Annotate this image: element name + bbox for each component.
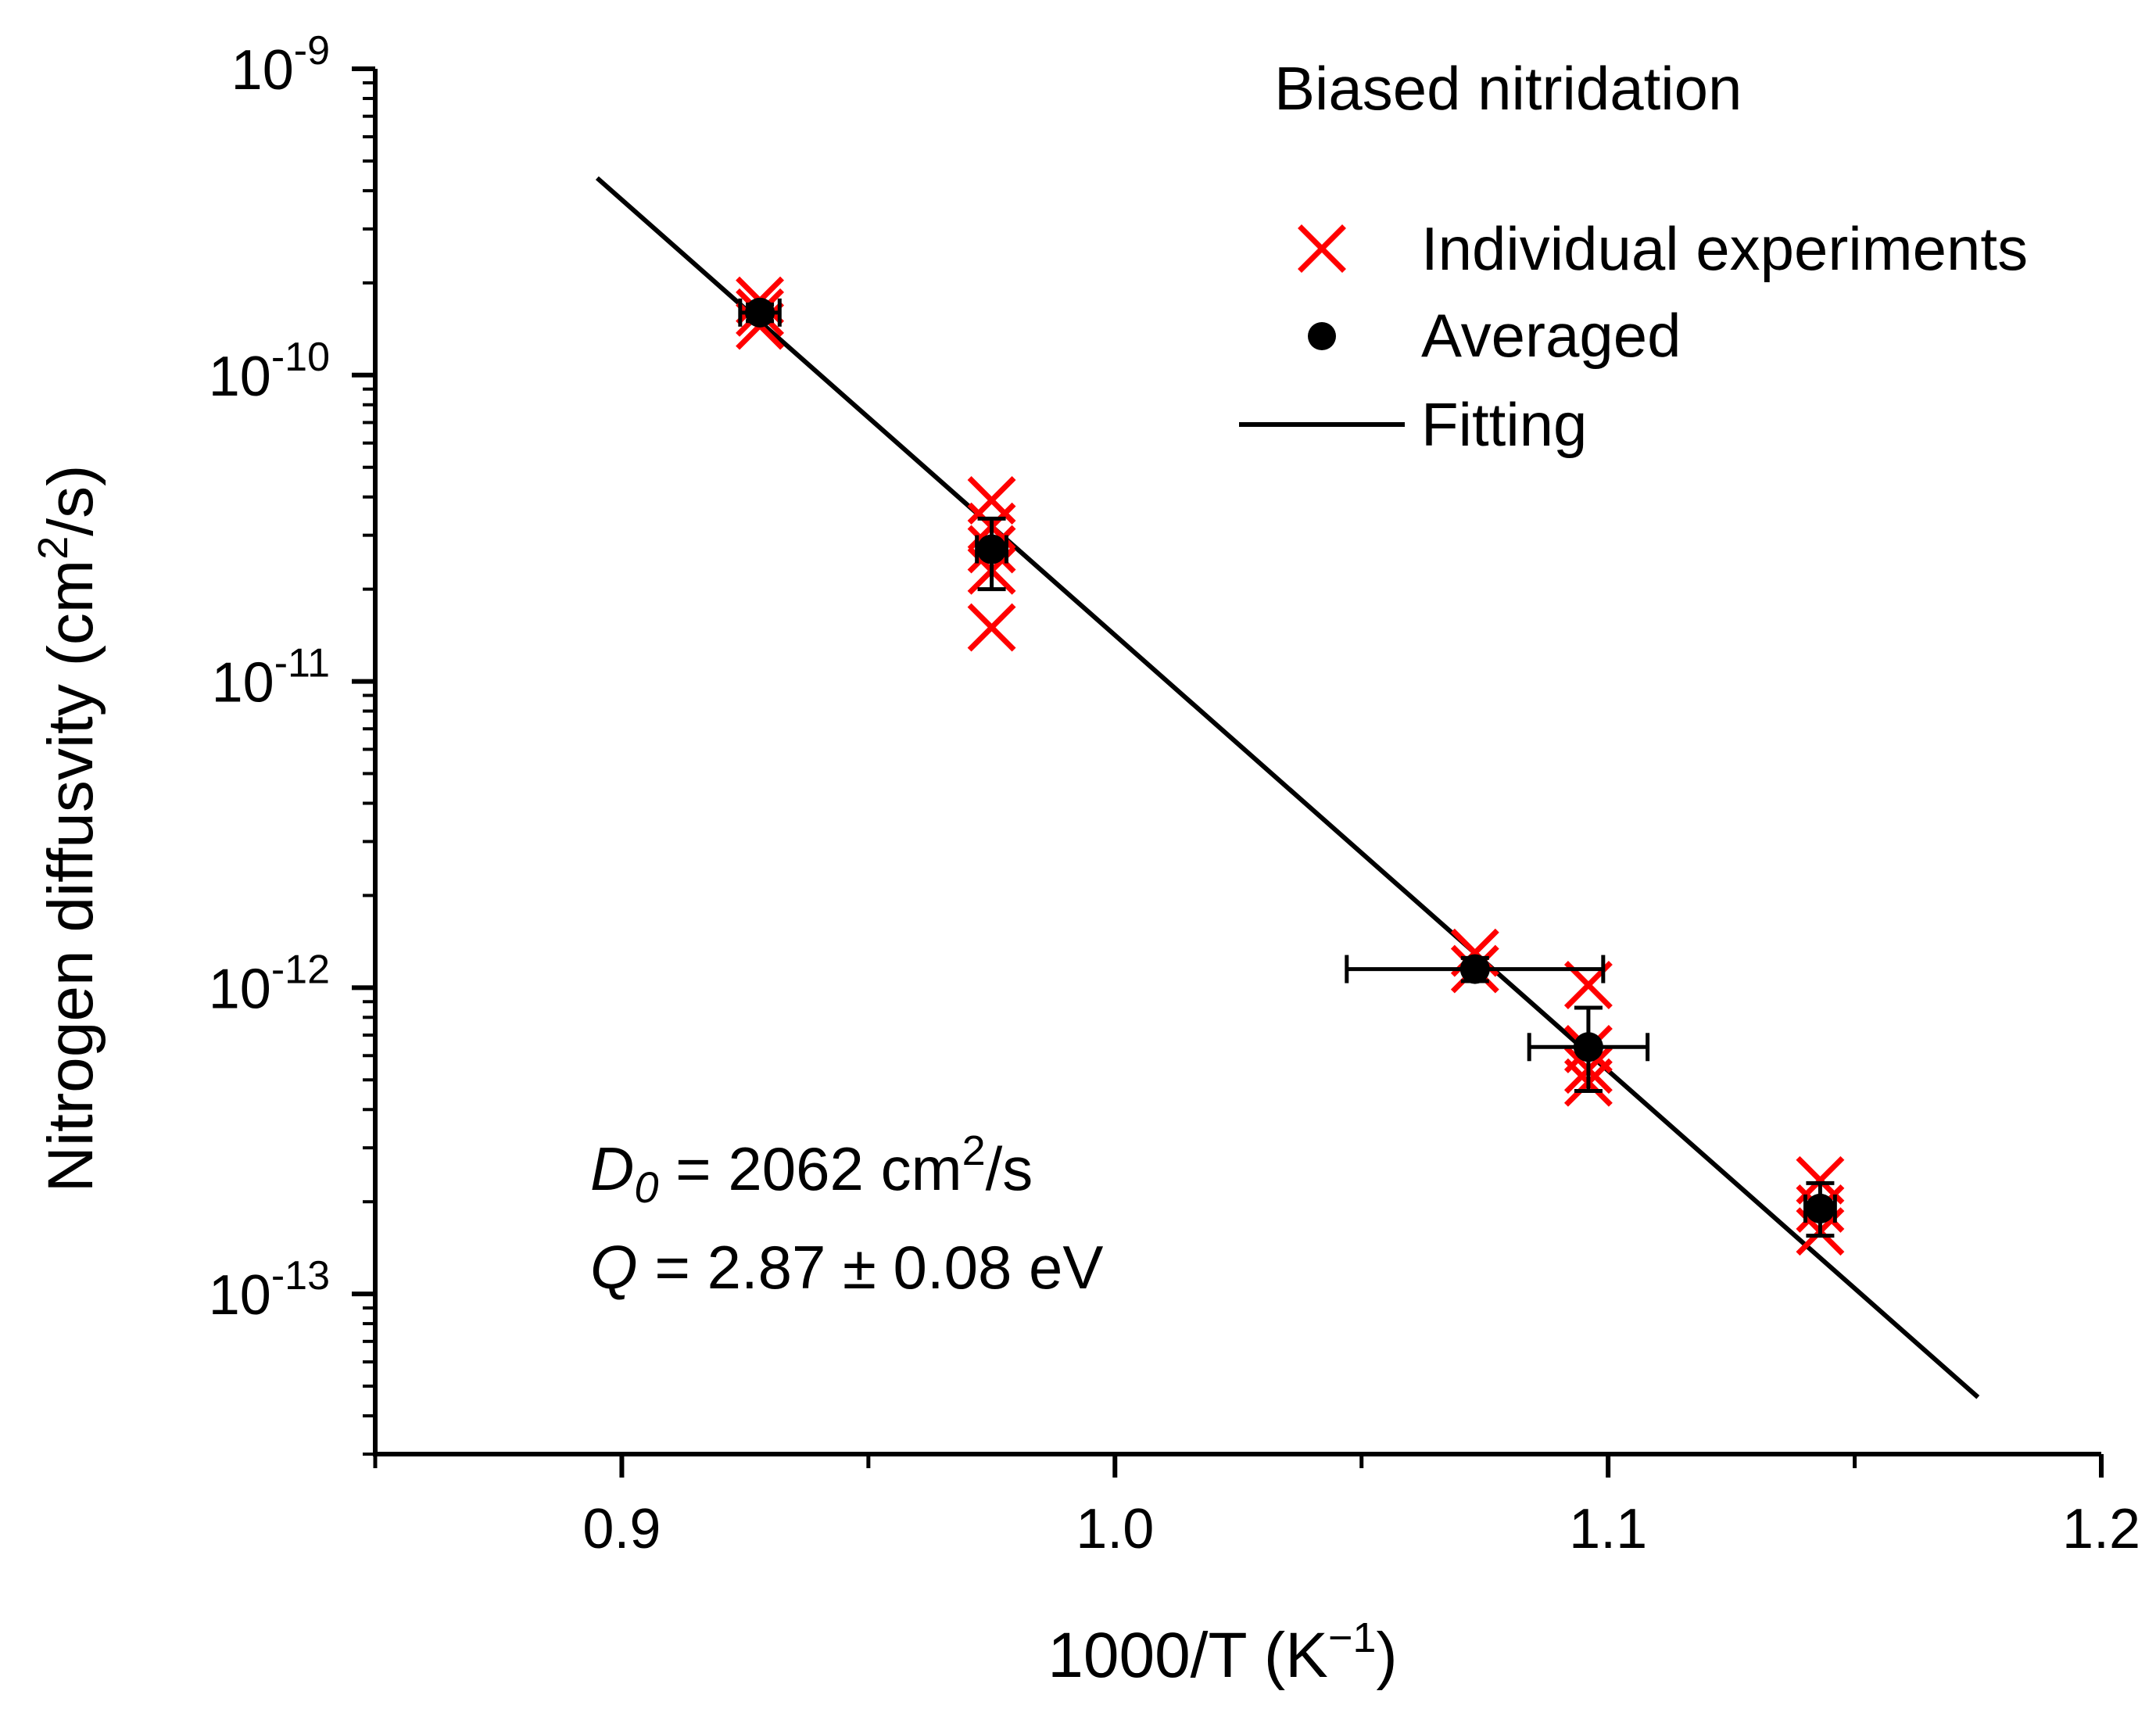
legend-label-fitting: Fitting bbox=[1421, 390, 1587, 459]
plot-frame bbox=[373, 69, 2101, 1456]
legend-title: Biased nitridation bbox=[1274, 54, 1742, 123]
y-tick-label: 10-11 bbox=[212, 641, 330, 715]
y-axis-title: Nitrogen diffusvity (cm2/s) bbox=[30, 465, 106, 1193]
fit-parameters: D0 = 2062 cm2/s Q = 2.87 ± 0.08 eV bbox=[590, 1127, 1103, 1302]
annotation-q: Q = 2.87 ± 0.08 eV bbox=[590, 1233, 1103, 1302]
legend-label-averaged: Averaged bbox=[1421, 301, 1681, 370]
experiment-point bbox=[967, 603, 1016, 652]
x-tick-label: 1.2 bbox=[2062, 1498, 2140, 1560]
x-tick-label: 1.0 bbox=[1076, 1498, 1154, 1560]
legend-x-marker-icon bbox=[1298, 224, 1346, 273]
x-tick-label: 0.9 bbox=[582, 1498, 661, 1560]
legend-label-individual: Individual experiments bbox=[1421, 214, 2028, 283]
averaged-point bbox=[976, 534, 1007, 564]
legend-circle-marker-icon bbox=[1308, 322, 1336, 350]
averaged-point bbox=[1805, 1193, 1835, 1223]
fitting-line bbox=[595, 176, 1980, 1399]
y-tick-label: 10-13 bbox=[209, 1253, 330, 1327]
averaged-point bbox=[1573, 1032, 1603, 1062]
x-tick-label: 1.1 bbox=[1569, 1498, 1647, 1560]
y-tick-label: 10-12 bbox=[209, 947, 330, 1020]
y-tick-label: 10-9 bbox=[231, 28, 330, 102]
error-bars-layer bbox=[738, 298, 1837, 1238]
x-axis-title: 1000/T (K−1) bbox=[1048, 1614, 1397, 1691]
y-tick-label: 10-10 bbox=[209, 335, 330, 408]
annotation-d0: D0 = 2062 cm2/s bbox=[590, 1127, 1033, 1212]
x-axis-ticks: 0.9 1.0 1.1 1.2 bbox=[373, 1454, 2140, 1560]
fitting-line-layer bbox=[595, 176, 1980, 1399]
y-axis-ticks: 10-9 10-10 10-11 10-12 10-13 bbox=[209, 28, 375, 1456]
averaged-point bbox=[1459, 954, 1490, 984]
averaged-points-layer bbox=[745, 297, 1835, 1223]
legend: Biased nitridation Individual experiment… bbox=[1239, 54, 2028, 459]
averaged-point bbox=[745, 297, 775, 328]
